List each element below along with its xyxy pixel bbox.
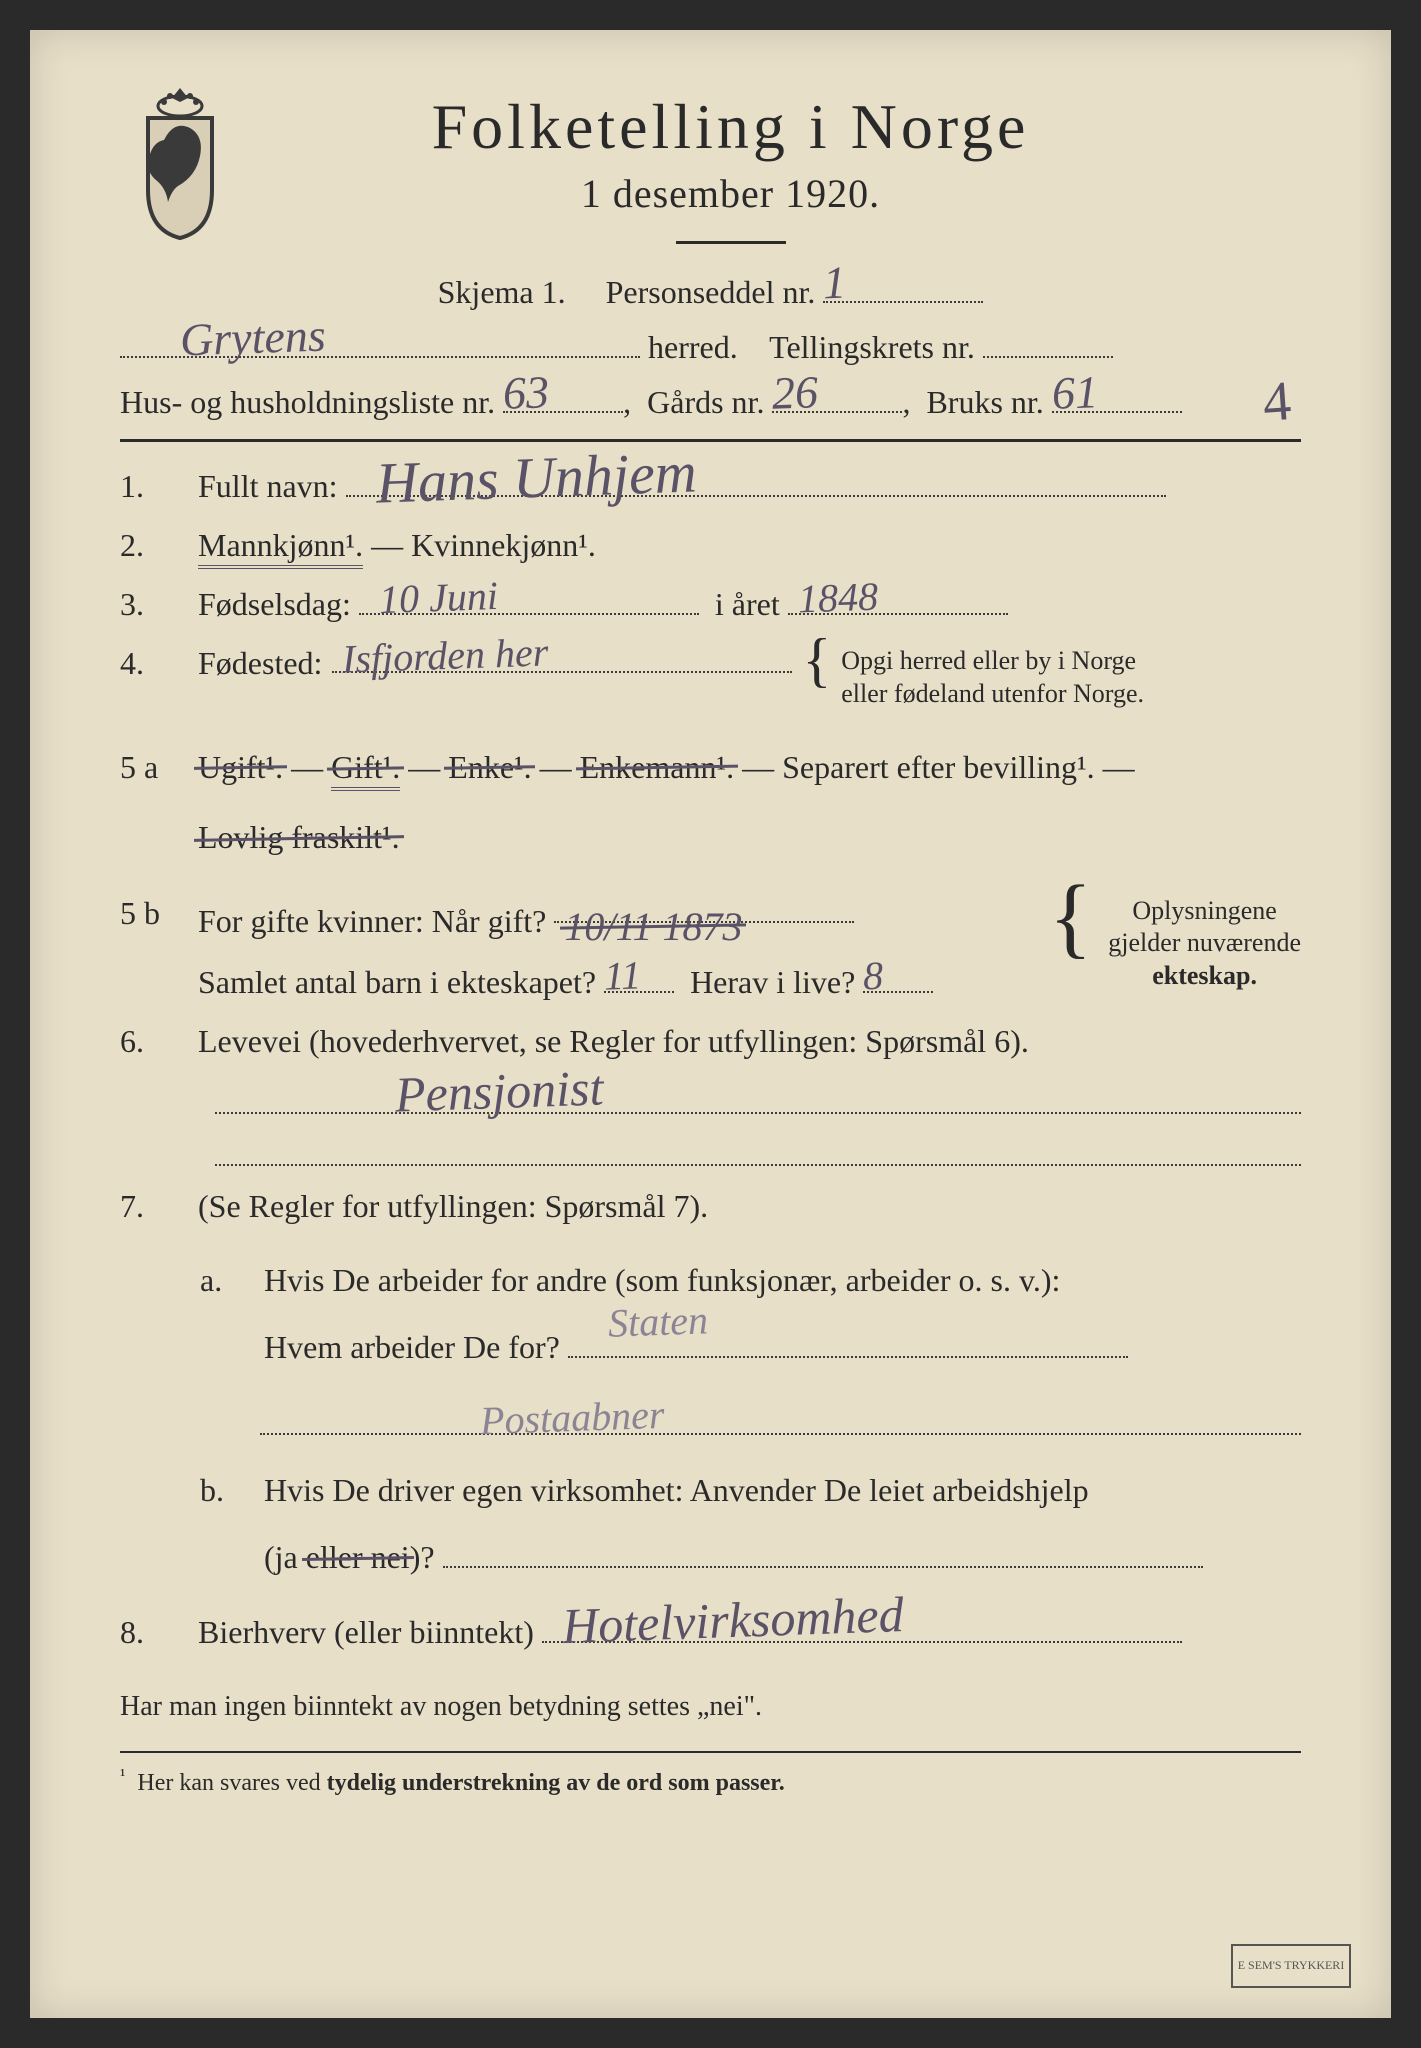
- q4-note-l2: eller fødeland utenfor Norge.: [841, 679, 1144, 708]
- q5b-live: 8: [862, 951, 884, 999]
- bruks-nr: 61: [1051, 365, 1099, 420]
- q7a-num: a.: [200, 1262, 246, 1299]
- q7a-text2: Hvem arbeider De for?: [264, 1329, 560, 1365]
- q8-row: 8. Bierhverv (eller biinntekt) Hotelvirk…: [120, 1614, 1301, 1651]
- q4-note-l1: Opgi herred eller by i Norge: [841, 646, 1136, 675]
- q6-line: Pensjonist: [215, 1082, 1301, 1114]
- q5b-label2: Samlet antal barn i ekteskapet?: [198, 964, 596, 1000]
- bruks-label: Bruks nr.: [926, 384, 1043, 420]
- personseddel-label: Personseddel nr.: [606, 274, 816, 310]
- q7a-row: a. Hvis De arbeider for andre (som funks…: [120, 1247, 1301, 1381]
- q3-row: 3. Fødselsdag: 10 Juni i året 1848: [120, 586, 1301, 623]
- q7b-row: b. Hvis De driver egen virksomhet: Anven…: [120, 1457, 1301, 1591]
- q1-row: 1. Fullt navn: Hans Unhjem: [120, 468, 1301, 505]
- printer-stamp: E SEM'S TRYKKERI: [1231, 1944, 1351, 1988]
- q5b-barn: 11: [603, 951, 642, 999]
- q5a-gift: Gift¹.: [331, 749, 400, 791]
- q7b-text1: Hvis De driver egen virksomhet: Anvender…: [264, 1472, 1089, 1508]
- q5a-enkemann: Enkemann¹.: [580, 749, 734, 785]
- q1-value: Hans Unhjem: [374, 438, 697, 516]
- q5b-gift-value: 10/11 1873: [564, 904, 742, 949]
- herred-label: herred.: [648, 329, 738, 365]
- q3-num: 3.: [120, 586, 180, 623]
- q2-num: 2.: [120, 527, 180, 564]
- q6-value: Pensjonist: [394, 1058, 604, 1123]
- herred-line: Grytens herred. Tellingskrets nr.: [120, 329, 1301, 366]
- footnote: ¹ Her kan svares ved tydelig understrekn…: [120, 1765, 1301, 1797]
- q5a-enke: Enke¹.: [448, 749, 531, 785]
- q8-label: Bierhverv (eller biinntekt): [198, 1614, 534, 1650]
- husliste-line: Hus- og husholdningsliste nr. 63, Gårds …: [120, 384, 1301, 421]
- title-rule: [676, 241, 786, 244]
- tellingskrets-label: Tellingskrets nr.: [769, 329, 975, 365]
- q4-value: Isfjorden her: [342, 628, 550, 682]
- q5a-ugift: Ugift¹.: [198, 749, 283, 785]
- q5b-label3: Herav i live?: [690, 964, 855, 1000]
- footnote-text: Her kan svares ved tydelig understreknin…: [137, 1770, 784, 1796]
- q3-mid: i året: [715, 586, 780, 622]
- separator-top: [120, 439, 1301, 442]
- q4-num: 4.: [120, 645, 180, 682]
- q2-row: 2. Mannkjønn¹. — Kvinnekjønn¹.: [120, 527, 1301, 564]
- q7-num: 7.: [120, 1188, 180, 1225]
- q5b-row: 5 b For gifte kvinner: Når gift? 10/11 1…: [120, 895, 1301, 1001]
- tail-note: Har man ingen biinntekt av nogen betydni…: [120, 1691, 1301, 1723]
- husliste-nr: 63: [502, 365, 550, 420]
- q5b-label1: For gifte kvinner: Når gift?: [198, 903, 546, 939]
- q7a-value2: Postaabner: [479, 1391, 665, 1444]
- q2-kvinne: Kvinnekjønn¹.: [411, 527, 596, 563]
- q5a-row: 5 a Ugift¹. — Gift¹. — Enke¹. — Enkemann…: [120, 732, 1301, 873]
- q8-value: Hotelvirksomhed: [561, 1585, 904, 1655]
- personseddel-nr: 1: [822, 256, 847, 310]
- q6-row: 6. Levevei (hovederhvervet, se Regler fo…: [120, 1023, 1301, 1060]
- main-title: Folketelling i Norge: [280, 90, 1181, 164]
- q6-num: 6.: [120, 1023, 180, 1060]
- q7b-num: b.: [200, 1472, 246, 1509]
- q4-row: 4. Fødested: Isfjorden her { Opgi herred…: [120, 645, 1301, 710]
- q6-label: Levevei (hovederhvervet, se Regler for u…: [198, 1023, 1029, 1059]
- q4-label: Fødested:: [198, 645, 322, 682]
- skjema-label: Skjema 1.: [438, 274, 566, 310]
- q1-num: 1.: [120, 468, 180, 505]
- q7-intro: (Se Regler for utfyllingen: Spørsmål 7).: [198, 1188, 708, 1224]
- q5a-num: 5 a: [120, 749, 180, 786]
- q7b-text2: (ja eller nei)?: [264, 1539, 435, 1575]
- q3-day: 10 Juni: [378, 572, 498, 623]
- census-form-page: Folketelling i Norge 1 desember 1920. Sk…: [30, 30, 1391, 2018]
- herred-value: Grytens: [179, 308, 326, 366]
- q5a-fraskilt: Lovlig fraskilt¹.: [198, 819, 400, 855]
- q7-row: 7. (Se Regler for utfyllingen: Spørsmål …: [120, 1188, 1301, 1225]
- separator-bottom: [120, 1751, 1301, 1753]
- q5b-num: 5 b: [120, 895, 180, 932]
- title-block: Folketelling i Norge 1 desember 1920.: [280, 90, 1301, 264]
- q4-note: Opgi herred eller by i Norge eller fødel…: [841, 645, 1144, 710]
- q3-year: 1848: [797, 573, 879, 623]
- form-line-skjema: Skjema 1. Personseddel nr. 1: [120, 274, 1301, 311]
- q5b-note: Oplysningene gjelder nuværende ekteskap.: [1108, 895, 1301, 993]
- coat-of-arms: [120, 80, 240, 240]
- q8-num: 8.: [120, 1614, 180, 1651]
- gards-nr: 26: [772, 365, 820, 420]
- q6-line2: [215, 1134, 1301, 1166]
- q3-label: Fødselsdag:: [198, 586, 351, 622]
- header: Folketelling i Norge 1 desember 1920.: [120, 90, 1301, 264]
- q7a-value1: Staten: [606, 1278, 709, 1365]
- brace-icon: {: [1049, 895, 1092, 940]
- footnote-mark: ¹: [120, 1765, 125, 1785]
- q7a-line2: Postaabner: [260, 1403, 1301, 1435]
- subtitle-date: 1 desember 1920.: [280, 170, 1181, 217]
- brace-icon: {: [802, 645, 831, 675]
- q2-dash: —: [371, 527, 411, 563]
- q2-mann: Mannkjønn¹.: [198, 527, 363, 569]
- q1-label: Fullt navn:: [198, 468, 338, 504]
- gards-label: Gårds nr.: [647, 384, 764, 420]
- husliste-label: Hus- og husholdningsliste nr.: [120, 384, 495, 420]
- q5a-separert: Separert efter bevilling¹.: [782, 749, 1095, 785]
